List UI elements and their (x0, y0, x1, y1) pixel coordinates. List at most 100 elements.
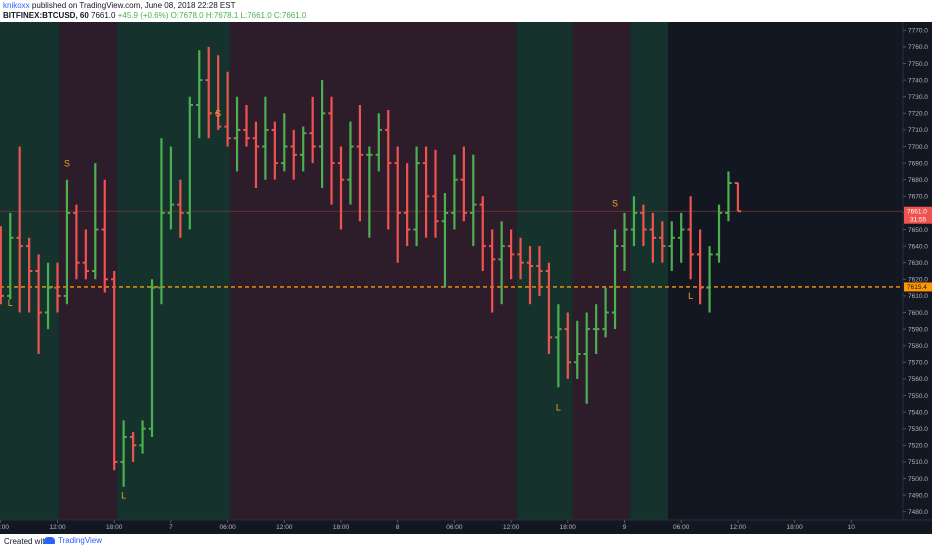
countdown-label: 31:55 (910, 217, 927, 224)
price-tick-label: 7690.0 (908, 160, 928, 167)
ohlc-bar (25, 237, 33, 313)
ohlc-bar (422, 146, 430, 238)
session-zone-3 (230, 22, 517, 520)
ohlc-bar (82, 229, 90, 280)
price-tick-label: 7710.0 (908, 127, 928, 134)
short-signal: S (612, 198, 618, 208)
ohlc-bar (111, 271, 118, 471)
tradingview-brand: TradingView (58, 536, 103, 545)
ohlc-bar (281, 113, 288, 172)
ohlc-bar (16, 146, 23, 313)
ohlc-bar (139, 420, 146, 454)
long-signal: L (556, 402, 561, 412)
ohlc-bar (167, 146, 175, 230)
price-tick-label: 7560.0 (908, 376, 928, 383)
ohlc-bar (375, 113, 382, 172)
chart-header: knikoxx published on TradingView.com, Ju… (0, 0, 932, 22)
ohlc-bar (148, 279, 156, 437)
ohlc-bar (35, 254, 42, 354)
price-tick-label: 7570.0 (908, 360, 928, 367)
ohlc-bar (309, 96, 316, 164)
ohlc-bar (177, 179, 184, 238)
price-tick-label: 7530.0 (908, 426, 928, 433)
ohlc-bar (451, 154, 458, 230)
ohlc-bar (196, 50, 203, 139)
publish-info: published on TradingView.com, June 08, 2… (31, 1, 236, 10)
time-tick-label: 12:00 (730, 524, 747, 531)
ohlc-bar (592, 304, 600, 354)
time-tick-label: 9 (623, 524, 627, 531)
ohlc-bar (243, 105, 250, 147)
ohlc-bar (649, 212, 657, 263)
ohlc-bar (498, 221, 505, 305)
short-signal: S (64, 158, 70, 168)
last-price: 7661.0 (91, 11, 116, 20)
price-tick-label: 7490.0 (908, 492, 928, 499)
ohlc-bar (356, 105, 364, 222)
long-signal: L (688, 291, 693, 301)
ohlc-bar (555, 304, 562, 388)
price-axis (903, 22, 932, 520)
author-link[interactable]: knikoxx (3, 1, 30, 10)
session-zone-6 (630, 22, 668, 520)
ohlc-bar (262, 96, 269, 180)
ohlc-bar (602, 287, 609, 338)
time-tick-label: 8 (396, 524, 400, 531)
ohlc-bar (413, 146, 420, 247)
ohlc-bar (0, 226, 4, 305)
price-tick-label: 7610.0 (908, 293, 928, 300)
ohlc-bar (129, 432, 137, 462)
ohlc-bar (290, 129, 297, 180)
ohlc-bar (318, 80, 326, 188)
ohlc-bar (734, 182, 742, 213)
price-tick-label: 7760.0 (908, 44, 928, 51)
time-tick-label: 18:00 (786, 524, 803, 531)
price-chart[interactable]: S S S L L L L 7480.0 7490.0 7500.0 7510.0 7520.0 753… (0, 22, 932, 534)
ohlc-bar (403, 163, 411, 247)
time-tick-label: 06:00 (446, 524, 463, 531)
ohlc-bar (63, 179, 71, 305)
price-tick-label: 7670.0 (908, 194, 928, 201)
high-value: H:7678.1 (205, 11, 239, 20)
tradingview-link[interactable]: TradingView (44, 536, 102, 545)
ohlc-bar (507, 229, 515, 280)
price-tick-label: 7720.0 (908, 111, 928, 118)
price-tick-label: 7520.0 (908, 443, 928, 450)
long-signal: L (8, 298, 13, 308)
price-tick-label: 7480.0 (908, 509, 928, 516)
ohlc-bar (432, 149, 439, 238)
time-tick-label: 06:00 (0, 524, 9, 531)
time-tick-label: 06:00 (219, 524, 236, 531)
session-zone-2 (117, 22, 231, 520)
ohlc-bar (205, 46, 212, 139)
ohlc-bar (120, 420, 127, 487)
time-tick-label: 12:00 (503, 524, 520, 531)
price-tick-label: 7770.0 (908, 28, 928, 35)
ohlc-bar (621, 212, 628, 271)
price-tick-label: 7550.0 (908, 393, 928, 400)
created-with-label: Created with (4, 537, 49, 546)
ohlc-bar (725, 171, 732, 222)
ohlc-bar (517, 237, 524, 280)
price-tick-label: 7640.0 (908, 243, 928, 250)
ohlc-bar (678, 212, 685, 263)
ohlc-bar (214, 55, 222, 130)
ohlc-bar (73, 204, 80, 280)
last-price-badge (904, 206, 932, 224)
price-tick-label: 7580.0 (908, 343, 928, 350)
support-price-badge (904, 282, 932, 292)
ohlc-bar (271, 121, 279, 180)
price-tick-label: 7630.0 (908, 260, 928, 267)
ohlc-bar (630, 196, 638, 247)
ohlc-bar (687, 196, 694, 280)
time-axis (0, 520, 932, 534)
ohlc-bar (366, 146, 373, 238)
ohlc-bar (158, 138, 165, 305)
ohlc-bar (574, 320, 581, 379)
symbol-label[interactable]: BITFINEX:BTCUSD, 60 (3, 11, 89, 20)
price-tick-label: 7620.0 (908, 277, 928, 284)
ohlc-bar (668, 221, 675, 271)
low-value: L:7661.0 (240, 11, 272, 20)
ohlc-bar (479, 196, 486, 271)
price-tick-label: 7730.0 (908, 94, 928, 101)
